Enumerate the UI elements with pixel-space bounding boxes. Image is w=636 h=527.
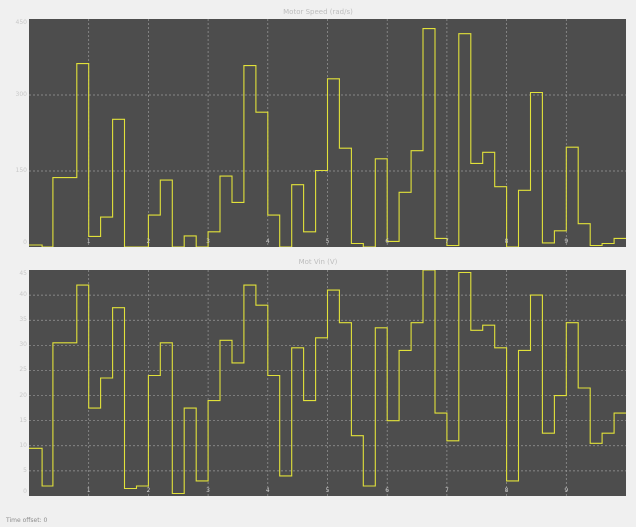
x-tick-label: 9 xyxy=(564,487,569,494)
x-tick-label: 2 xyxy=(146,487,151,494)
x-tick-label: 1 xyxy=(86,238,91,245)
x-tick-label: 6 xyxy=(385,487,390,494)
motor-voltage-plot xyxy=(29,270,626,496)
x-tick-label: 3 xyxy=(206,238,210,245)
y-tick-label: 0 xyxy=(23,488,27,495)
status-text: Time offset: 0 xyxy=(6,517,48,524)
y-tick-label: 5 xyxy=(23,466,27,474)
y-tick-label: 25 xyxy=(19,366,27,374)
x-tick-label: 9 xyxy=(564,238,569,245)
y-tick-label: 450 xyxy=(15,19,27,26)
signal-trace xyxy=(29,270,626,495)
x-tick-label: 8 xyxy=(504,487,509,494)
y-tick-label: 15 xyxy=(19,416,27,424)
bottom-plot-title: Mot Vin (V) xyxy=(298,258,338,266)
y-tick-label: 300 xyxy=(15,91,27,98)
x-tick-label: 4 xyxy=(265,487,270,494)
x-tick-label: 2 xyxy=(146,238,151,245)
x-tick-label: 6 xyxy=(385,238,390,245)
x-tick-label: 4 xyxy=(265,238,270,245)
y-tick-label: 20 xyxy=(19,391,27,399)
y-tick-label: 30 xyxy=(19,341,27,349)
motor-speed-plot xyxy=(29,19,626,247)
x-tick-label: 5 xyxy=(325,238,330,245)
y-tick-label: 0 xyxy=(23,239,27,246)
x-tick-label: 1 xyxy=(86,487,91,494)
x-tick-label: 3 xyxy=(206,487,210,494)
x-tick-label: 5 xyxy=(325,487,330,494)
y-tick-label: 40 xyxy=(19,291,27,299)
y-tick-label: 35 xyxy=(19,316,27,324)
signal-trace xyxy=(29,28,626,247)
motor-speed-axes[interactable]: 1 2 3 4 5 6 7 8 9 0 150 300 450 xyxy=(16,19,626,247)
x-tick-label: 7 xyxy=(444,238,449,245)
y-tick-label: 10 xyxy=(19,441,27,449)
y-tick-label: 45 xyxy=(19,270,27,277)
y-tick-label: 150 xyxy=(15,167,27,174)
motor-voltage-axes[interactable]: 1 2 3 4 5 6 7 8 9 0 5 10 15 20 25 30 35 40 45 xyxy=(19,270,626,496)
x-tick-label: 7 xyxy=(444,487,449,494)
x-tick-label: 8 xyxy=(504,238,509,245)
top-plot-title: Motor Speed (rad/s) xyxy=(283,8,353,16)
